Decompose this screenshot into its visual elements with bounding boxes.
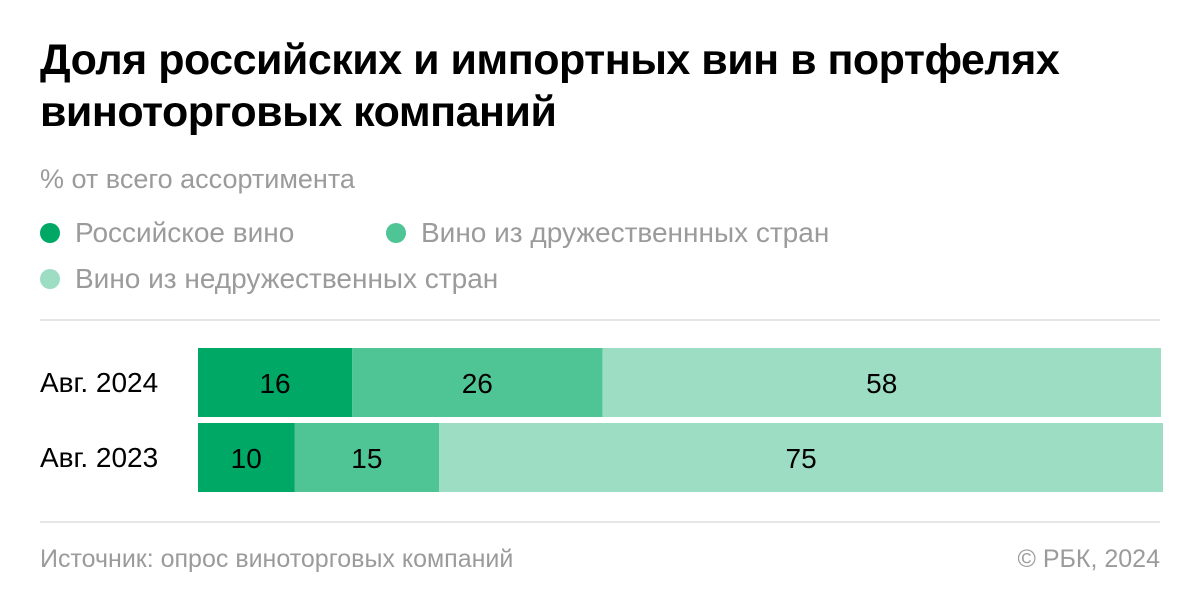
legend-label: Вино из дружественнных стран [421,217,830,248]
bar-value-label: 75 [786,443,817,474]
bar-segment [352,348,603,417]
bar-segment [198,348,353,417]
chart-subtitle: % от всего ассортимента [40,164,355,194]
category-label: Авг. 2024 [40,367,158,398]
bar-value-label: 26 [462,368,493,399]
bar-segment [602,348,1161,417]
legend-item-unfriendly: Вино из недружественных стран [40,262,498,296]
bar-value-label: 16 [259,368,290,399]
bar-segment [439,423,1163,492]
bar-segment [198,423,295,492]
divider-bottom [40,521,1160,523]
bar-value-label: 15 [351,443,382,474]
legend-swatch [386,223,406,243]
category-label: Авг. 2023 [40,442,158,473]
bar-value-label: 10 [231,443,262,474]
legend-item-russian: Российское вино [40,216,294,250]
copyright: © РБК, 2024 [1017,545,1160,573]
legend-swatch [40,269,60,289]
legend-swatch [40,223,60,243]
divider-top [40,319,1160,321]
bar-segment [294,423,440,492]
bar-value-label: 58 [866,368,897,399]
legend-label: Российское вино [75,217,295,248]
chart-title: Доля российских и импортных вин в портфе… [40,36,1060,136]
legend-item-friendly: Вино из дружественнных стран [386,216,829,250]
source-note: Источник: опрос виноторговых компаний [40,545,514,573]
legend-label: Вино из недружественных стран [75,263,499,294]
